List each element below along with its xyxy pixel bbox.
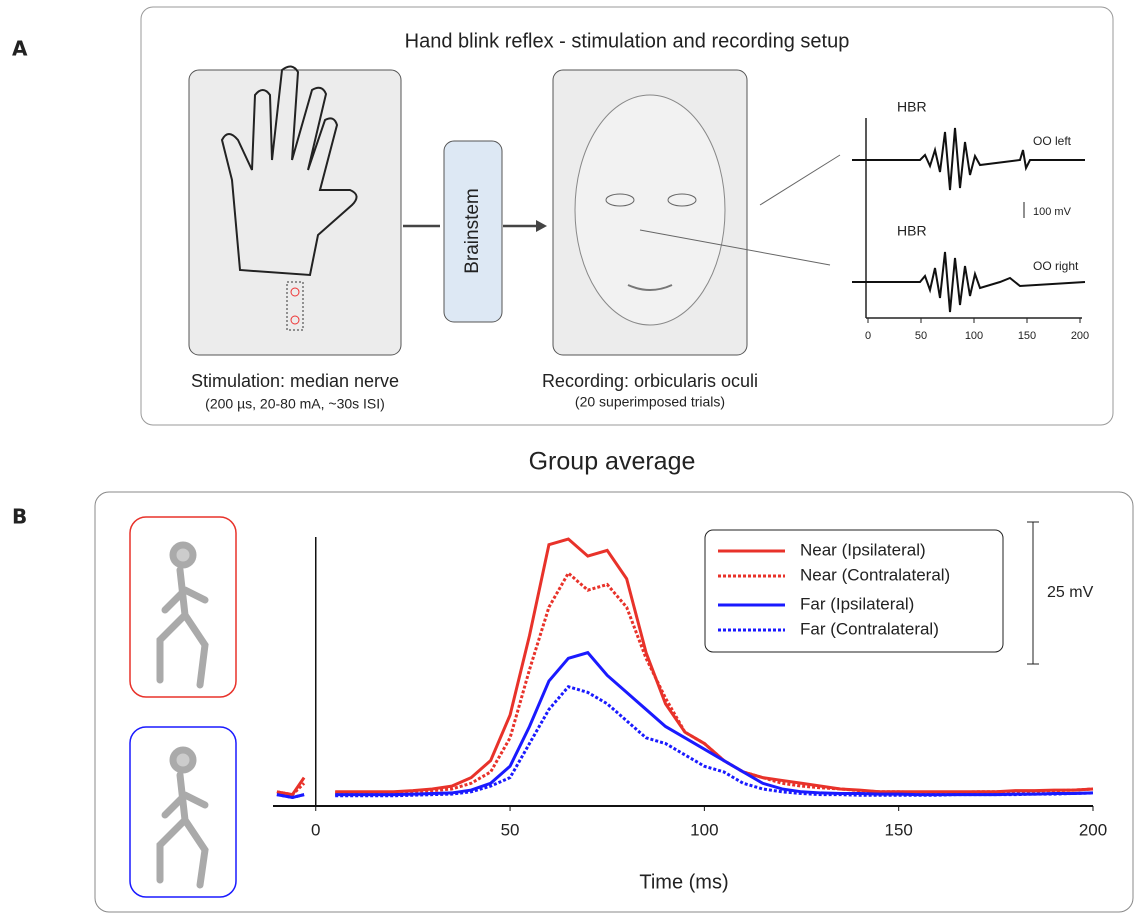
x-tick-label: 200 bbox=[1079, 820, 1107, 839]
trace-channel: OO right bbox=[1033, 259, 1079, 273]
x-tick-label: 200 bbox=[1071, 330, 1089, 342]
panel-box bbox=[94, 491, 1134, 913]
figure-icon bbox=[156, 541, 209, 889]
x-tick-label: 150 bbox=[1018, 330, 1036, 342]
scale-bar bbox=[1027, 521, 1039, 665]
legend bbox=[704, 529, 1004, 653]
trace-label: HBR bbox=[897, 99, 927, 115]
x-tick-label: 100 bbox=[690, 820, 718, 839]
electrode-dot bbox=[290, 315, 300, 325]
arrow-head bbox=[536, 220, 547, 232]
hand-box bbox=[188, 69, 402, 356]
pointer bbox=[639, 229, 831, 266]
face-drawing bbox=[574, 94, 726, 326]
trace-channel: OO left bbox=[1033, 134, 1072, 148]
x-tick-label: 0 bbox=[865, 330, 871, 342]
electrode-dot bbox=[290, 287, 300, 297]
series-line bbox=[276, 650, 1094, 800]
brainstem-box bbox=[443, 140, 503, 323]
legend-label: Near (Contralateral) bbox=[800, 565, 950, 584]
mouth bbox=[627, 284, 673, 291]
x-tick-label: 150 bbox=[884, 820, 912, 839]
eye bbox=[605, 193, 635, 207]
series-line bbox=[276, 570, 1094, 797]
brainstem-label: Brainstem bbox=[462, 188, 483, 274]
x-tick-label: 50 bbox=[915, 330, 927, 342]
trace-label: HBR bbox=[897, 223, 927, 239]
x-tick-label: 0 bbox=[311, 820, 320, 839]
caption: Recording: orbicularis oculi bbox=[542, 371, 758, 391]
series-line bbox=[276, 685, 1094, 800]
legend-label: Near (Ipsilateral) bbox=[800, 540, 926, 559]
panel-label: A bbox=[12, 37, 28, 61]
x-tick-label: 50 bbox=[501, 820, 520, 839]
caption: Stimulation: median nerve bbox=[191, 371, 399, 391]
legend-label: Far (Contralateral) bbox=[800, 619, 939, 638]
x-axis-label: Time (ms) bbox=[639, 871, 728, 893]
hand-drawing bbox=[220, 65, 358, 277]
scale-label: 25 mV bbox=[1047, 584, 1094, 601]
legend-label: Far (Ipsilateral) bbox=[800, 594, 914, 613]
panel-box bbox=[140, 6, 1114, 426]
panel-label: B bbox=[12, 505, 27, 529]
trace bbox=[852, 251, 1086, 313]
caption: (20 superimposed trials) bbox=[575, 394, 725, 410]
pointer bbox=[759, 154, 841, 206]
scale-label: 100 mV bbox=[1033, 206, 1072, 218]
x-tick-label: 100 bbox=[965, 330, 983, 342]
caption: (200 µs, 20-80 mA, ~30s ISI) bbox=[205, 396, 385, 412]
electrode bbox=[286, 281, 304, 331]
eye bbox=[667, 193, 697, 207]
chart-title: Group average bbox=[529, 448, 696, 476]
trace bbox=[852, 127, 1085, 191]
panel-title: Hand blink reflex - stimulation and reco… bbox=[405, 30, 850, 52]
